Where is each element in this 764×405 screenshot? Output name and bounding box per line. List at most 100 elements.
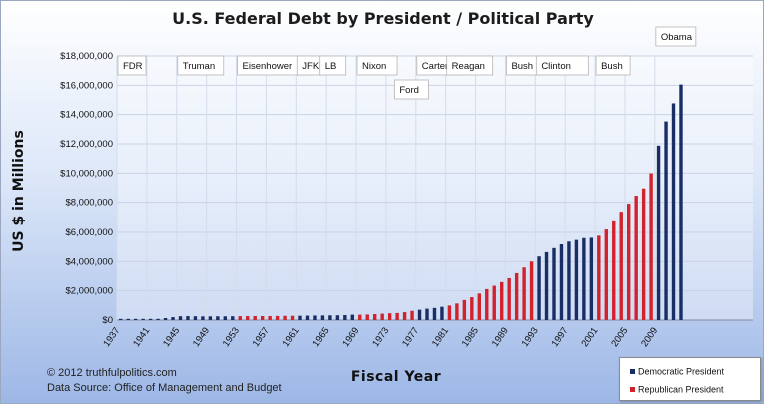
bar [246,316,250,320]
x-tick-label: 1977 [400,325,421,349]
x-tick-label: 1989 [490,325,511,349]
president-label: Bush [506,55,541,76]
bar [425,308,429,320]
y-tick-label: $0 [102,315,113,326]
president-label: Clinton [535,55,589,76]
bar [380,313,384,320]
bar [350,314,355,320]
x-tick-label: 1957 [251,325,272,349]
bar [500,281,504,320]
bar [119,318,123,320]
bar [320,315,325,320]
x-tick-label: 2009 [639,325,660,349]
bar [328,315,332,320]
president-label-text: Eisenhower [243,61,293,72]
x-axis-label: Fiscal Year [350,369,442,385]
x-tick-label: 1949 [191,325,212,349]
x-tick-label: 1937 [101,325,122,349]
x-tick-label: 1941 [131,325,152,349]
bar [358,314,362,320]
bar [604,229,608,320]
bar [455,303,459,320]
bar [447,305,452,320]
bar [574,239,579,320]
bar [477,293,481,320]
president-label-text: Obama [661,32,693,43]
bar [634,196,638,320]
bar [626,204,631,320]
bar [440,306,444,320]
x-tick-label: 1981 [430,325,451,349]
president-label: FDR [117,55,147,76]
y-tick-label: $12,000,000 [60,139,113,150]
president-label-text: Bush [601,61,623,72]
bar [223,316,228,320]
president-label-text: LB [325,61,337,72]
bar [238,316,242,320]
president-label-text: Carter [422,61,448,72]
bar [641,188,646,320]
bar [373,314,377,320]
bar [582,237,586,320]
copyright-text: © 2012 truthfulpolitics.com [47,367,177,379]
bar [201,316,205,320]
chart-title: U.S. Federal Debt by President / Politic… [172,9,594,28]
president-label-box [595,55,631,76]
bar [208,316,213,320]
president-label-box [177,55,225,76]
bar [141,318,145,320]
x-tick-label: 2005 [609,325,630,349]
x-tick-label: 1945 [161,325,182,349]
y-tick-label: $8,000,000 [65,198,113,209]
bar [410,310,414,320]
bar [133,318,138,320]
bar [343,315,347,320]
x-tick-label: 2001 [579,325,600,349]
bar [290,315,295,320]
y-tick-label: $18,000,000 [60,51,113,62]
bar [470,297,474,320]
bar [664,121,668,320]
bar [253,315,257,320]
bar [567,241,571,320]
bar [485,288,489,320]
president-label-text: Ford [399,85,419,96]
x-tick-label: 1985 [460,325,481,349]
y-tick-label: $6,000,000 [65,227,113,238]
bar [522,267,526,320]
legend-entry-democratic: Democratic President [630,366,724,377]
bar [552,247,556,320]
bar [656,145,661,320]
president-label: Reagan [446,55,494,76]
bar [492,285,496,320]
president-label-text: Reagan [452,61,485,72]
bar [283,315,287,320]
bar [432,307,437,320]
president-label-text: FDR [123,61,143,72]
bar [260,315,265,320]
bar [402,312,407,320]
bar [462,299,467,320]
bar [335,315,340,320]
president-label-text: Clinton [541,61,571,72]
bar [305,315,310,320]
bar [186,316,190,320]
bar [544,251,549,320]
bar [597,235,601,320]
president-label: Truman [177,55,225,76]
president-label: JFK [296,55,326,76]
bar [514,272,519,320]
bar [268,316,272,320]
bar [231,316,235,320]
bar [178,316,183,320]
president-label-text: Truman [183,61,215,72]
bar [537,256,541,320]
bar [671,103,676,320]
bar [365,314,369,320]
president-label-box [446,55,494,76]
president-label-text: Nixon [362,61,386,72]
legend-label-republican: Republican President [638,384,724,395]
bar [649,173,653,320]
president-label-box [535,55,589,76]
